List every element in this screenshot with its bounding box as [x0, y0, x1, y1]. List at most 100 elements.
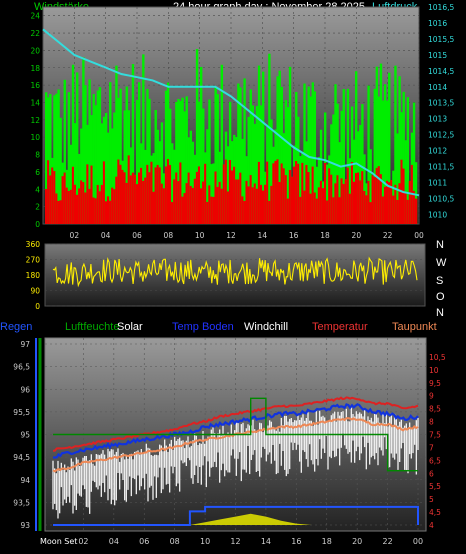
wind-avg-bar: [344, 179, 348, 224]
temp-y-tick-label: 8: [429, 418, 434, 427]
wind-gust-bar: [381, 100, 385, 224]
wind-avg-bar: [264, 184, 267, 224]
wind-avg-bar: [121, 169, 124, 224]
wind-gust-bar: [394, 65, 397, 224]
wind-avg-bar: [408, 180, 412, 224]
wind-x-tick-label: 18: [320, 231, 330, 240]
wind-y-tick-label: 0: [35, 220, 40, 229]
wind-gust-bar: [336, 103, 339, 224]
wind-avg-bar: [117, 159, 120, 224]
temp-y-tick-label: 7,5: [429, 431, 441, 440]
wind-avg-bar: [404, 192, 407, 224]
wind-gust-bar: [278, 70, 281, 225]
wind-avg-bar: [328, 168, 331, 224]
wind-gust-bar: [84, 85, 87, 224]
compass-s: S: [436, 275, 443, 287]
wind-avg-bar: [284, 175, 288, 224]
temp-y-tick-label: 10: [429, 366, 439, 375]
wind-gust-bar: [338, 142, 341, 224]
wind-avg-bar: [222, 164, 226, 224]
wind-avg-bar: [173, 179, 176, 224]
rain-line: [53, 505, 419, 526]
wind-avg-bar: [71, 166, 75, 224]
wind-avg-bar: [100, 184, 104, 224]
wind-avg-bar: [274, 160, 277, 224]
wind-avg-bar: [259, 184, 263, 224]
wind-gust-bar: [359, 125, 362, 224]
wind-avg-bar: [187, 172, 190, 224]
pressure-y-tick-label: 1016,5: [428, 3, 454, 12]
wind-gust-bar: [253, 123, 257, 224]
temp-y-tick-label: 5: [429, 495, 434, 504]
wind-gust-bar: [280, 86, 283, 224]
temperature-x-tick-label: 16: [291, 537, 301, 546]
wind-avg-bar: [61, 176, 64, 224]
wind-gust-bar: [53, 95, 56, 224]
wind-avg-bar: [140, 167, 143, 224]
wind-avg-bar: [111, 187, 114, 224]
wind-gust-bar: [123, 110, 126, 224]
wind-avg-bar: [123, 172, 126, 224]
pressure-y-tick-label: 1012: [428, 147, 447, 156]
wind-avg-bar: [286, 198, 290, 224]
wind-gust-bar: [241, 138, 244, 224]
temp-y-tick-label: 5,5: [429, 482, 441, 491]
solar-area: [53, 513, 418, 525]
wind-avg-bar: [80, 180, 83, 224]
wind-avg-bar: [142, 180, 145, 224]
wind-gust-bar: [175, 101, 178, 224]
wind-avg-bar: [84, 192, 87, 224]
wind-y-tick-label: 12: [30, 116, 40, 125]
wind-gust-bar: [361, 104, 364, 224]
wind-gust-bar: [307, 86, 310, 224]
wind-avg-bar: [326, 200, 329, 224]
wind-avg-bar: [381, 196, 385, 224]
wind-avg-bar: [233, 166, 236, 224]
wind-gust-bar: [251, 105, 255, 224]
wind-avg-bar: [412, 190, 416, 224]
wind-gust-bar: [270, 119, 273, 224]
wind-avg-bar: [392, 195, 395, 224]
wind-y-tick-label: 8: [35, 151, 40, 160]
wind-avg-bar: [181, 196, 184, 224]
wind-gust-bar: [255, 106, 259, 224]
wind-gust-bar: [104, 112, 108, 224]
temperature-x-tick-label: 10: [200, 537, 210, 546]
wind-avg-bar: [150, 161, 153, 224]
wind-avg-bar: [92, 197, 95, 224]
wind-gust-bar: [377, 96, 381, 224]
wind-gust-bar: [404, 140, 407, 224]
wind-avg-bar: [243, 200, 246, 224]
wind-gust-bar: [398, 76, 401, 224]
wind-avg-bar: [51, 167, 54, 224]
wind-avg-bar: [290, 176, 294, 224]
wind-x-tick-label: 00: [414, 231, 424, 240]
wind-avg-bar: [280, 163, 283, 224]
wind-gust-bar: [369, 149, 372, 224]
wind-avg-bar: [191, 187, 195, 224]
pressure-y-tick-label: 1016: [428, 19, 447, 28]
wind-avg-bar: [359, 180, 362, 224]
wind-gust-bar: [63, 79, 66, 224]
temp-y-tick-label: 7: [429, 443, 434, 452]
rain-y-tick-label: 97: [20, 340, 30, 349]
wind-gust-bar: [375, 66, 379, 224]
direction-y-tick-label: 0: [35, 302, 40, 311]
wind-avg-bar: [69, 189, 73, 224]
wind-gust-bar: [386, 100, 389, 224]
wind-y-tick-label: 16: [30, 81, 40, 90]
wind-avg-bar: [104, 201, 108, 224]
wind-avg-bar: [73, 184, 77, 224]
wind-avg-bar: [102, 161, 106, 224]
wind-gust-bar: [319, 129, 323, 224]
temperature-x-tick-label: 20: [352, 537, 362, 546]
wind-gust-bar: [189, 130, 193, 224]
wind-avg-bar: [228, 160, 232, 224]
wind-avg-bar: [402, 168, 405, 224]
wind-gust-bar: [109, 82, 112, 224]
wind-gust-bar: [125, 86, 128, 224]
wind-gust-bar: [315, 166, 319, 224]
wind-avg-bar: [270, 185, 273, 224]
wind-gust-bar: [268, 53, 271, 224]
